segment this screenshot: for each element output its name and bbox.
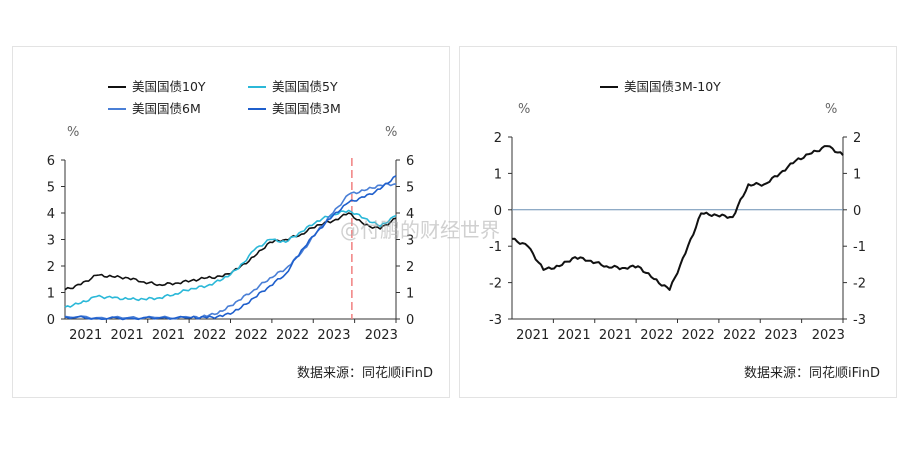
x-tick-label: 2021 bbox=[599, 328, 632, 343]
x-tick-label: 2021 bbox=[111, 328, 144, 343]
y-tick-label-left: 6 bbox=[47, 154, 55, 169]
treasury-spread-chart: 美国国债3M-10Y% % -3 -3 -2 -2 -1 -1 0 0 1 1 2 2 2021 2021 20… bbox=[489, 79, 880, 381]
y-tick-label-left: 0 bbox=[494, 204, 502, 219]
y-tick-label-right: 0 bbox=[853, 204, 861, 219]
series-line-美国国债3M bbox=[64, 175, 397, 321]
x-tick-label: 2022 bbox=[682, 328, 715, 343]
y-unit-right: % bbox=[385, 125, 397, 140]
x-tick-label: 2022 bbox=[640, 328, 673, 343]
data-source-note: 数据来源：同花顺iFinD bbox=[744, 365, 880, 381]
series-line-美国国债5Y bbox=[64, 209, 397, 308]
x-tick-label: 2022 bbox=[235, 328, 268, 343]
y-unit-right: % bbox=[825, 102, 837, 117]
treasury-yields-chart: 美国国债10Y 美国国债5Y 美国国债6M 美国国债3M% % 0 0 1 1 2 2 3 3 4 4 5 5 6… bbox=[47, 79, 433, 381]
y-tick-label-left: -3 bbox=[489, 313, 502, 328]
x-tick-label: 2021 bbox=[152, 328, 185, 343]
x-tick-label: 2023 bbox=[317, 328, 350, 343]
y-tick-label-left: -1 bbox=[489, 240, 502, 255]
x-tick-label: 2021 bbox=[69, 328, 102, 343]
y-tick-label-left: -2 bbox=[489, 277, 502, 292]
y-unit-left: % bbox=[67, 125, 79, 140]
x-tick-label: 2023 bbox=[764, 328, 797, 343]
y-tick-label-right: 4 bbox=[406, 207, 414, 222]
y-tick-label-left: 1 bbox=[47, 287, 55, 302]
y-tick-label-left: 5 bbox=[47, 181, 55, 196]
y-tick-label-right: 2 bbox=[853, 131, 861, 146]
y-tick-label-left: 2 bbox=[494, 131, 502, 146]
x-tick-label: 2022 bbox=[723, 328, 756, 343]
chart-panel-right: 美国国债3M-10Y%% -3 -3 -2 -2 -1 -1 0 0 1 1 2 2 2021 2021 20… bbox=[459, 46, 897, 398]
x-tick-label: 2022 bbox=[276, 328, 309, 343]
x-tick-label: 2021 bbox=[558, 328, 591, 343]
y-tick-label-left: 1 bbox=[494, 167, 502, 182]
y-tick-label-right: 2 bbox=[406, 260, 414, 275]
x-tick-label: 2023 bbox=[365, 328, 398, 343]
y-tick-label-right: 6 bbox=[406, 154, 414, 169]
y-tick-label-right: -1 bbox=[853, 240, 866, 255]
legend-label: 美国国债10Y bbox=[132, 79, 206, 94]
y-tick-label-right: 3 bbox=[406, 234, 414, 249]
x-tick-label: 2023 bbox=[812, 328, 845, 343]
y-tick-label-right: 1 bbox=[406, 287, 414, 302]
series-line-美国国债6M bbox=[64, 182, 397, 320]
y-tick-label-left: 0 bbox=[47, 313, 55, 328]
y-tick-label-right: 0 bbox=[406, 313, 414, 328]
y-tick-label-right: -3 bbox=[853, 313, 866, 328]
legend-label: 美国国债5Y bbox=[272, 79, 338, 94]
y-tick-label-right: -2 bbox=[853, 277, 866, 292]
x-tick-label: 2021 bbox=[516, 328, 549, 343]
y-tick-label-left: 3 bbox=[47, 234, 55, 249]
y-tick-label-right: 5 bbox=[406, 181, 414, 196]
y-tick-label-right: 1 bbox=[853, 167, 861, 182]
y-unit-left: % bbox=[518, 102, 530, 117]
watermark-text: @付鹏的财经世界 bbox=[340, 218, 500, 242]
legend-label: 美国国债3M bbox=[272, 101, 341, 116]
chart-panel-left: 美国国债10Y 美国国债5Y 美国国债6M 美国国债3M%% 0 0 1 1 2 2 3 3 4 4 5 5 6… bbox=[12, 46, 450, 398]
series-line-美国国债3M-10Y bbox=[511, 145, 844, 291]
y-tick-label-left: 4 bbox=[47, 207, 55, 222]
x-tick-label: 2022 bbox=[193, 328, 226, 343]
legend-label: 美国国债3M-10Y bbox=[624, 79, 721, 94]
data-source-note: 数据来源：同花顺iFinD bbox=[297, 365, 433, 381]
y-tick-label-left: 2 bbox=[47, 260, 55, 275]
legend-label: 美国国债6M bbox=[132, 101, 201, 116]
